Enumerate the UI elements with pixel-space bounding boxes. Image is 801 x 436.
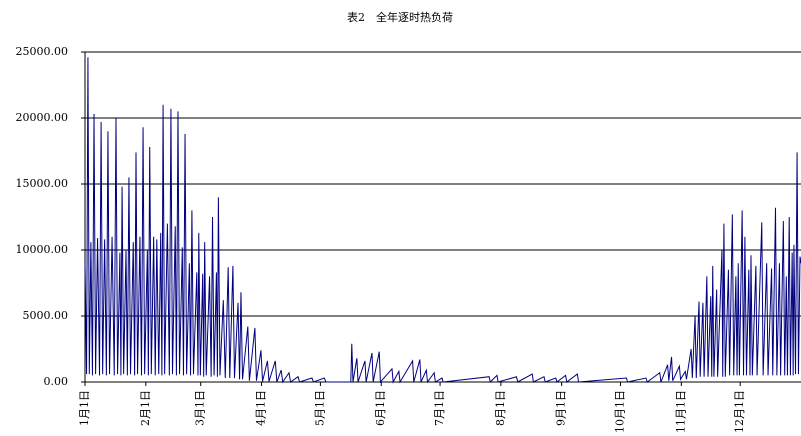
heat-load-line [84, 57, 801, 384]
y-tick-label: 25000.00 [16, 45, 69, 58]
y-tick-label: 20000.00 [16, 111, 69, 124]
x-tick-label: 2月1日 [139, 390, 152, 426]
x-tick-label: 10月1日 [614, 390, 627, 433]
y-tick-label: 5000.00 [23, 309, 69, 322]
x-tick-label: 5月1日 [313, 390, 326, 426]
x-tick-label: 12月1日 [733, 390, 746, 433]
x-tick-label: 4月1日 [255, 390, 268, 426]
x-tick-label: 11月1日 [674, 390, 687, 433]
x-tick-label: 3月1日 [194, 390, 207, 426]
chart-title: 表2 全年逐时热负荷 [347, 10, 453, 24]
x-tick-label: 9月1日 [555, 390, 568, 426]
y-tick-label: 0.00 [44, 375, 69, 388]
x-tick-label: 1月1日 [78, 390, 91, 426]
x-tick-label: 8月1日 [494, 390, 507, 426]
y-tick-label: 15000.00 [16, 177, 69, 190]
x-tick-label: 7月1日 [433, 390, 446, 426]
x-tick-label: 6月1日 [374, 390, 387, 426]
y-tick-label: 10000.00 [16, 243, 69, 256]
